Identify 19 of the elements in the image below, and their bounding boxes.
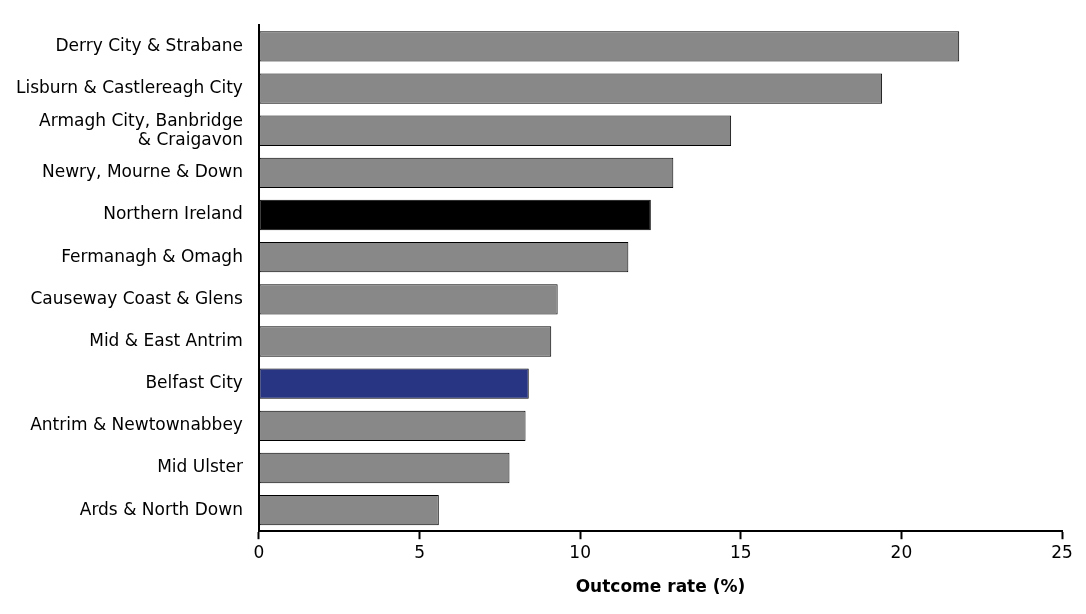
y-tick-label: Derry City & Strabane (55, 34, 243, 55)
y-tick-label: Mid & East Antrim (89, 329, 243, 350)
y-tick-label: Armagh City, Banbridge & Craigavon (39, 109, 243, 149)
y-tick-label: Belfast City (145, 372, 243, 393)
x-tick-label: 5 (414, 541, 425, 562)
x-tick-label: 20 (890, 541, 913, 562)
y-tick-label: Northern Ireland (103, 203, 243, 224)
y-tick-label: Lisburn & Castlereagh City (16, 77, 243, 97)
y-tick-label: Ards & North Down (79, 498, 243, 519)
y-tick-label: Mid Ulster (157, 456, 243, 477)
x-tick-label: 10 (569, 541, 591, 562)
x-tick-label: 25 (1051, 541, 1073, 562)
y-tick-label: Fermanagh & Omagh (61, 245, 243, 266)
y-tick-label: Causeway Coast & Glens (30, 287, 244, 308)
x-tick-label: 15 (729, 541, 752, 562)
y-tick-label: Antrim & Newtownabbey (30, 414, 243, 435)
y-tick-label: Newry, Mourne & Down (41, 161, 243, 182)
x-axis-title: Outcome rate (%) (575, 576, 746, 597)
x-tick-label: 0 (253, 541, 265, 562)
